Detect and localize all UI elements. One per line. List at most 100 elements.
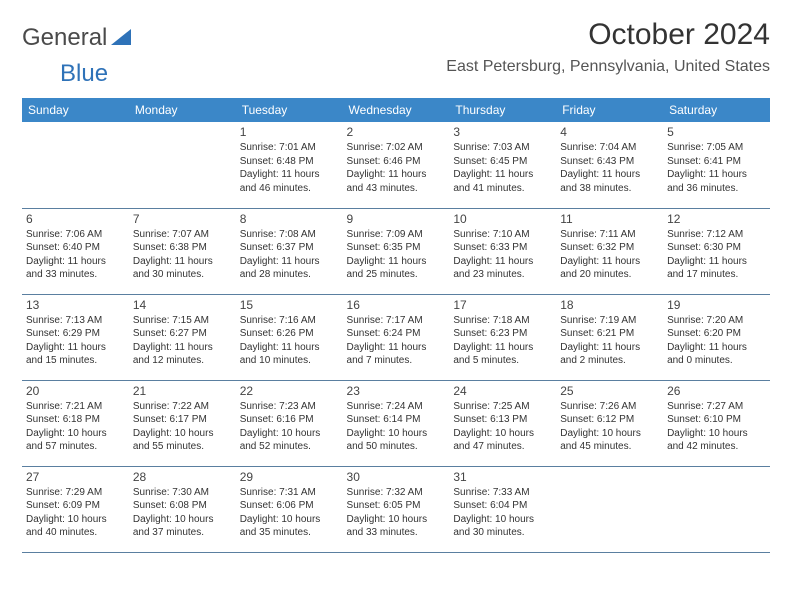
sunrise-text: Sunrise: 7:29 AM xyxy=(26,486,125,500)
sunset-text: Sunset: 6:21 PM xyxy=(560,327,659,341)
daylight-text-2: and 47 minutes. xyxy=(453,440,552,454)
calendar-empty xyxy=(556,466,663,552)
sunset-text: Sunset: 6:26 PM xyxy=(240,327,339,341)
sunrise-text: Sunrise: 7:04 AM xyxy=(560,141,659,155)
calendar-week: 1Sunrise: 7:01 AMSunset: 6:48 PMDaylight… xyxy=(22,122,770,208)
calendar-day: 15 Sunrise: 7:16 AMSunset: 6:26 PMDayligh… xyxy=(236,294,343,380)
sunset-text: Sunset: 6:29 PM xyxy=(26,327,125,341)
sunrise-text: Sunrise: 7:20 AM xyxy=(667,314,766,328)
calendar-day: 21 Sunrise: 7:22 AMSunset: 6:17 PMDayligh… xyxy=(129,380,236,466)
location: East Petersburg, Pennsylvania, United St… xyxy=(446,58,770,76)
sunrise-text: Sunrise: 7:30 AM xyxy=(133,486,232,500)
day-number: 29 xyxy=(240,470,339,484)
daylight-text-1: Daylight: 11 hours xyxy=(240,255,339,269)
sunset-text: Sunset: 6:35 PM xyxy=(347,241,446,255)
dayname-row: SundayMondayTuesdayWednesdayThursdayFrid… xyxy=(22,98,770,122)
sunset-text: Sunset: 6:18 PM xyxy=(26,413,125,427)
daylight-text-2: and 45 minutes. xyxy=(560,440,659,454)
sunset-text: Sunset: 6:17 PM xyxy=(133,413,232,427)
day-number: 6 xyxy=(26,212,125,226)
sunrise-text: Sunrise: 7:03 AM xyxy=(453,141,552,155)
calendar-day: 2Sunrise: 7:02 AMSunset: 6:46 PMDaylight… xyxy=(343,122,450,208)
sunset-text: Sunset: 6:45 PM xyxy=(453,155,552,169)
sunset-text: Sunset: 6:16 PM xyxy=(240,413,339,427)
sunrise-text: Sunrise: 7:16 AM xyxy=(240,314,339,328)
daylight-text-2: and 43 minutes. xyxy=(347,182,446,196)
daylight-text-1: Daylight: 11 hours xyxy=(26,255,125,269)
day-number: 26 xyxy=(667,384,766,398)
calendar-day: 30Sunrise: 7:32 AMSunset: 6:05 PMDayligh… xyxy=(343,466,450,552)
dayname-header: Sunday xyxy=(22,98,129,122)
calendar-day: 31Sunrise: 7:33 AMSunset: 6:04 PMDayligh… xyxy=(449,466,556,552)
calendar-day: 5Sunrise: 7:05 AMSunset: 6:41 PMDaylight… xyxy=(663,122,770,208)
daylight-text-2: and 30 minutes. xyxy=(133,268,232,282)
daylight-text-2: and 36 minutes. xyxy=(667,182,766,196)
sunset-text: Sunset: 6:13 PM xyxy=(453,413,552,427)
sunset-text: Sunset: 6:05 PM xyxy=(347,499,446,513)
day-number: 12 xyxy=(667,212,766,226)
logo: General xyxy=(22,24,133,52)
daylight-text-1: Daylight: 10 hours xyxy=(240,427,339,441)
daylight-text-2: and 42 minutes. xyxy=(667,440,766,454)
sunset-text: Sunset: 6:27 PM xyxy=(133,327,232,341)
daylight-text-2: and 23 minutes. xyxy=(453,268,552,282)
daylight-text-1: Daylight: 10 hours xyxy=(26,427,125,441)
day-number: 15 xyxy=(240,298,339,312)
sunrise-text: Sunrise: 7:31 AM xyxy=(240,486,339,500)
daylight-text-2: and 52 minutes. xyxy=(240,440,339,454)
daylight-text-1: Daylight: 11 hours xyxy=(240,168,339,182)
daylight-text-1: Daylight: 10 hours xyxy=(347,427,446,441)
day-number: 8 xyxy=(240,212,339,226)
sunrise-text: Sunrise: 7:12 AM xyxy=(667,228,766,242)
daylight-text-1: Daylight: 10 hours xyxy=(453,513,552,527)
sunset-text: Sunset: 6:24 PM xyxy=(347,327,446,341)
day-number: 16 xyxy=(347,298,446,312)
sunset-text: Sunset: 6:32 PM xyxy=(560,241,659,255)
day-number: 3 xyxy=(453,125,552,139)
calendar-table: SundayMondayTuesdayWednesdayThursdayFrid… xyxy=(22,98,770,553)
sunrise-text: Sunrise: 7:01 AM xyxy=(240,141,339,155)
calendar-day: 19Sunrise: 7:20 AMSunset: 6:20 PMDayligh… xyxy=(663,294,770,380)
daylight-text-1: Daylight: 10 hours xyxy=(133,427,232,441)
daylight-text-1: Daylight: 11 hours xyxy=(347,341,446,355)
daylight-text-2: and 25 minutes. xyxy=(347,268,446,282)
sunrise-text: Sunrise: 7:10 AM xyxy=(453,228,552,242)
daylight-text-2: and 15 minutes. xyxy=(26,354,125,368)
sunrise-text: Sunrise: 7:33 AM xyxy=(453,486,552,500)
sunset-text: Sunset: 6:48 PM xyxy=(240,155,339,169)
daylight-text-2: and 2 minutes. xyxy=(560,354,659,368)
calendar-day: 28Sunrise: 7:30 AMSunset: 6:08 PMDayligh… xyxy=(129,466,236,552)
day-number: 27 xyxy=(26,470,125,484)
daylight-text-2: and 57 minutes. xyxy=(26,440,125,454)
daylight-text-1: Daylight: 11 hours xyxy=(667,255,766,269)
sunrise-text: Sunrise: 7:32 AM xyxy=(347,486,446,500)
daylight-text-1: Daylight: 11 hours xyxy=(560,168,659,182)
sunrise-text: Sunrise: 7:22 AM xyxy=(133,400,232,414)
daylight-text-2: and 35 minutes. xyxy=(240,526,339,540)
daylight-text-2: and 10 minutes. xyxy=(240,354,339,368)
sunrise-text: Sunrise: 7:19 AM xyxy=(560,314,659,328)
sunrise-text: Sunrise: 7:18 AM xyxy=(453,314,552,328)
day-number: 11 xyxy=(560,212,659,226)
daylight-text-2: and 33 minutes. xyxy=(347,526,446,540)
calendar-day: 27Sunrise: 7:29 AMSunset: 6:09 PMDayligh… xyxy=(22,466,129,552)
sunrise-text: Sunrise: 7:26 AM xyxy=(560,400,659,414)
sunrise-text: Sunrise: 7:08 AM xyxy=(240,228,339,242)
sunset-text: Sunset: 6:23 PM xyxy=(453,327,552,341)
daylight-text-2: and 28 minutes. xyxy=(240,268,339,282)
daylight-text-1: Daylight: 10 hours xyxy=(560,427,659,441)
sunset-text: Sunset: 6:43 PM xyxy=(560,155,659,169)
day-number: 21 xyxy=(133,384,232,398)
daylight-text-1: Daylight: 11 hours xyxy=(240,341,339,355)
title-block: October 2024 East Petersburg, Pennsylvan… xyxy=(446,18,770,76)
day-number: 5 xyxy=(667,125,766,139)
sunrise-text: Sunrise: 7:25 AM xyxy=(453,400,552,414)
sunset-text: Sunset: 6:09 PM xyxy=(26,499,125,513)
sunset-text: Sunset: 6:30 PM xyxy=(667,241,766,255)
calendar-empty xyxy=(663,466,770,552)
daylight-text-1: Daylight: 11 hours xyxy=(453,341,552,355)
calendar-day: 13Sunrise: 7:13 AMSunset: 6:29 PMDayligh… xyxy=(22,294,129,380)
calendar-day: 9Sunrise: 7:09 AMSunset: 6:35 PMDaylight… xyxy=(343,208,450,294)
day-number: 4 xyxy=(560,125,659,139)
dayname-header: Friday xyxy=(556,98,663,122)
